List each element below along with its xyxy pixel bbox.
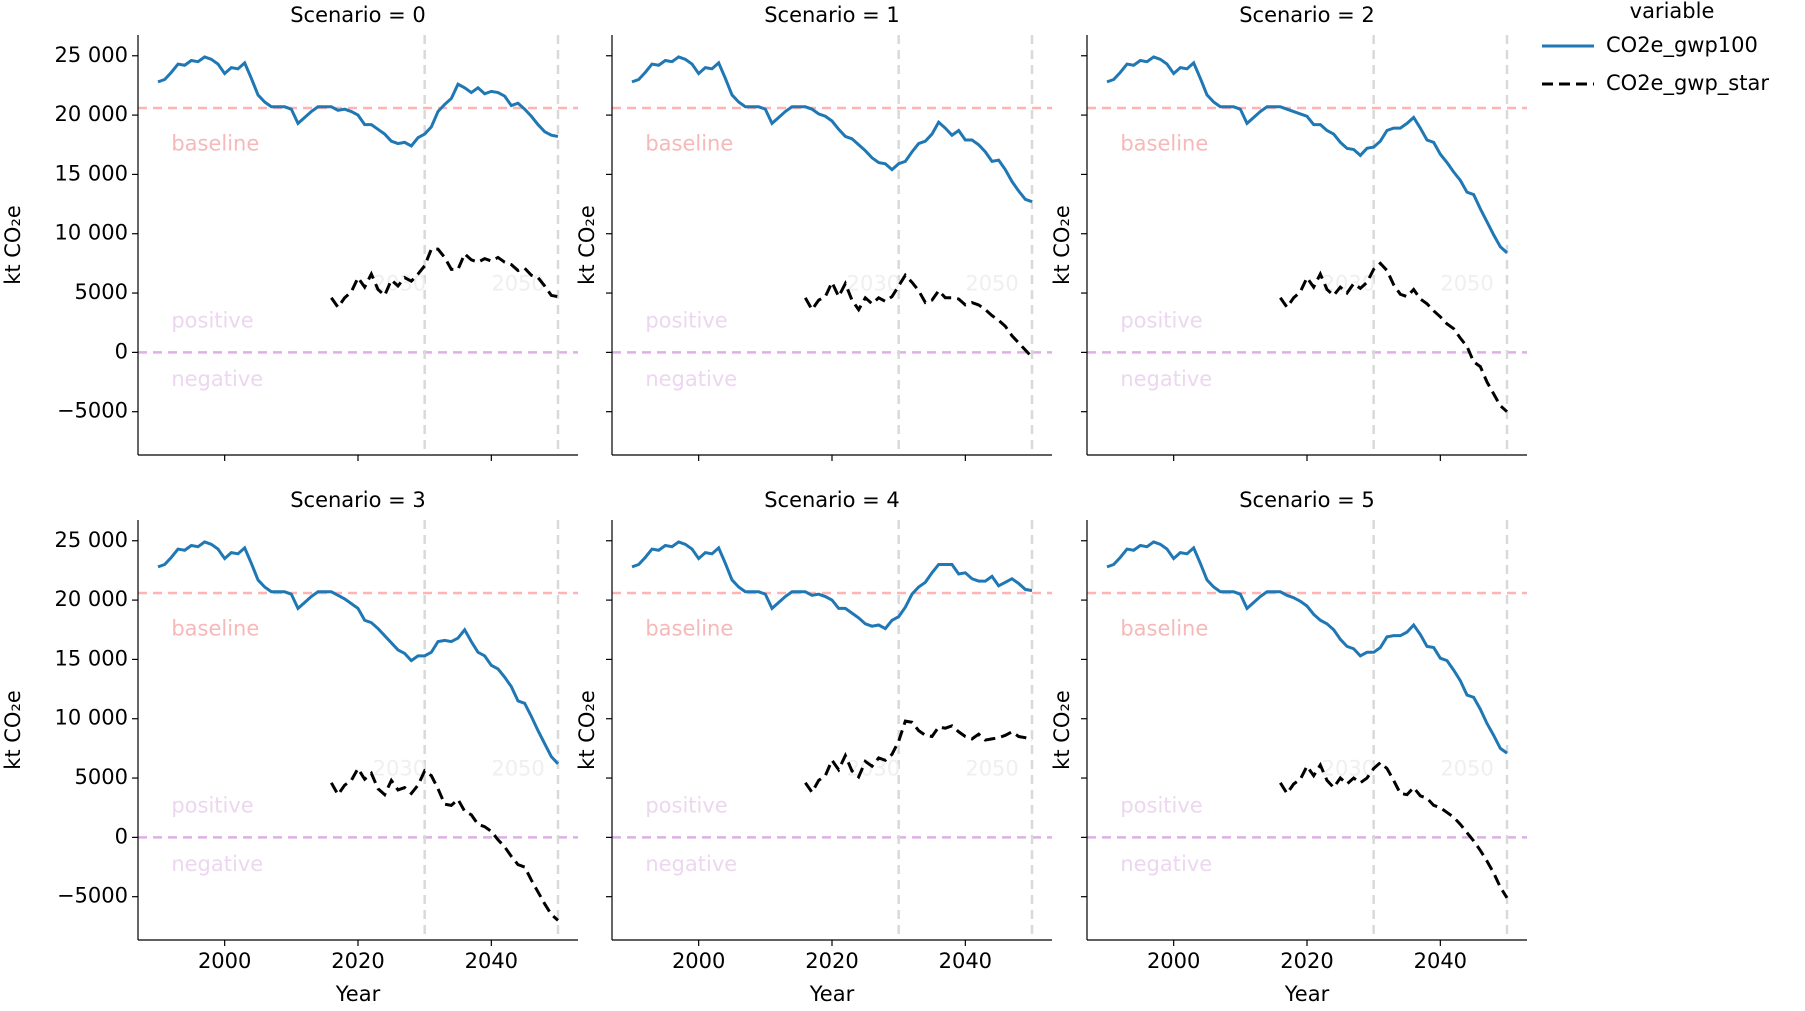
y-tick-label: 10 000 bbox=[55, 221, 128, 245]
y-tick-label: −5000 bbox=[57, 399, 128, 423]
y-tick-label: 25 000 bbox=[55, 528, 128, 552]
legend-label: CO2e_gwp_star bbox=[1606, 71, 1769, 96]
series-line bbox=[330, 247, 559, 310]
annotation: 2050 bbox=[1440, 272, 1493, 296]
series-line bbox=[157, 540, 560, 765]
y-tick-label: −5000 bbox=[57, 884, 128, 908]
annotation: 2050 bbox=[1440, 757, 1493, 781]
annotation: negative bbox=[1120, 367, 1212, 391]
series-line bbox=[1106, 540, 1508, 755]
panel-title: Scenario = 1 bbox=[764, 3, 900, 27]
annotation: baseline bbox=[1120, 616, 1208, 640]
x-tick-label: 2020 bbox=[805, 949, 858, 973]
annotation: 2050 bbox=[965, 757, 1018, 781]
y-tick-label: 5000 bbox=[75, 765, 128, 789]
x-tick-label: 2020 bbox=[331, 949, 384, 973]
x-tick-label: 2000 bbox=[672, 949, 725, 973]
x-tick-label: 2000 bbox=[198, 949, 251, 973]
series-line bbox=[631, 540, 1033, 631]
annotation: negative bbox=[645, 852, 737, 876]
y-axis-label: kt CO₂e bbox=[1, 205, 25, 285]
panel-title: Scenario = 4 bbox=[764, 488, 900, 512]
annotation: 2030 bbox=[847, 757, 900, 781]
y-axis-label: kt CO₂e bbox=[575, 690, 599, 770]
annotation: positive bbox=[1120, 308, 1202, 332]
y-tick-label: 0 bbox=[115, 824, 128, 848]
series-line bbox=[804, 719, 1033, 796]
annotation: negative bbox=[645, 367, 737, 391]
y-axis-label: kt CO₂e bbox=[1050, 690, 1074, 770]
y-tick-label: 20 000 bbox=[55, 102, 128, 126]
annotation: baseline bbox=[645, 616, 733, 640]
y-tick-label: 15 000 bbox=[55, 646, 128, 670]
annotation: baseline bbox=[171, 616, 259, 640]
series-line bbox=[1106, 55, 1508, 254]
series-line bbox=[330, 765, 559, 922]
x-tick-label: 2040 bbox=[1414, 949, 1467, 973]
annotation: 2030 bbox=[847, 272, 900, 296]
annotation: positive bbox=[171, 793, 253, 817]
annotation: 2050 bbox=[491, 757, 544, 781]
x-tick-label: 2020 bbox=[1280, 949, 1333, 973]
x-axis-label: Year bbox=[1284, 982, 1330, 1006]
annotation: 2030 bbox=[373, 757, 426, 781]
y-axis-label: kt CO₂e bbox=[1, 690, 25, 770]
x-tick-label: 2040 bbox=[939, 949, 992, 973]
panel-title: Scenario = 0 bbox=[290, 3, 426, 27]
annotation: negative bbox=[171, 367, 263, 391]
x-axis-label: Year bbox=[809, 982, 855, 1006]
legend-title: variable bbox=[1630, 0, 1715, 23]
series-line bbox=[804, 272, 1034, 359]
annotation: baseline bbox=[171, 131, 259, 155]
series-line bbox=[1279, 261, 1508, 413]
x-tick-label: 2040 bbox=[465, 949, 518, 973]
series-line bbox=[631, 55, 1033, 204]
y-tick-label: 20 000 bbox=[55, 587, 128, 611]
annotation: positive bbox=[171, 308, 253, 332]
y-axis-label: kt CO₂e bbox=[1050, 205, 1074, 285]
annotation: baseline bbox=[645, 131, 733, 155]
annotation: 2050 bbox=[491, 272, 544, 296]
series-line bbox=[157, 55, 559, 148]
annotation: negative bbox=[1120, 852, 1212, 876]
x-tick-label: 2000 bbox=[1147, 949, 1200, 973]
y-tick-label: 5000 bbox=[75, 280, 128, 304]
panel-title: Scenario = 5 bbox=[1239, 488, 1375, 512]
annotation: 2050 bbox=[965, 272, 1018, 296]
y-tick-label: 25 000 bbox=[55, 43, 128, 67]
series-line bbox=[1279, 760, 1509, 899]
annotation: baseline bbox=[1120, 131, 1208, 155]
panel-title: Scenario = 2 bbox=[1239, 3, 1375, 27]
y-axis-label: kt CO₂e bbox=[575, 205, 599, 285]
annotation: negative bbox=[171, 852, 263, 876]
y-tick-label: 0 bbox=[115, 339, 128, 363]
annotation: positive bbox=[645, 793, 727, 817]
annotation: positive bbox=[645, 308, 727, 332]
annotation: positive bbox=[1120, 793, 1202, 817]
y-tick-label: 15 000 bbox=[55, 161, 128, 185]
legend-label: CO2e_gwp100 bbox=[1606, 33, 1758, 58]
x-axis-label: Year bbox=[335, 982, 381, 1006]
y-tick-label: 10 000 bbox=[55, 706, 128, 730]
panel-title: Scenario = 3 bbox=[290, 488, 426, 512]
